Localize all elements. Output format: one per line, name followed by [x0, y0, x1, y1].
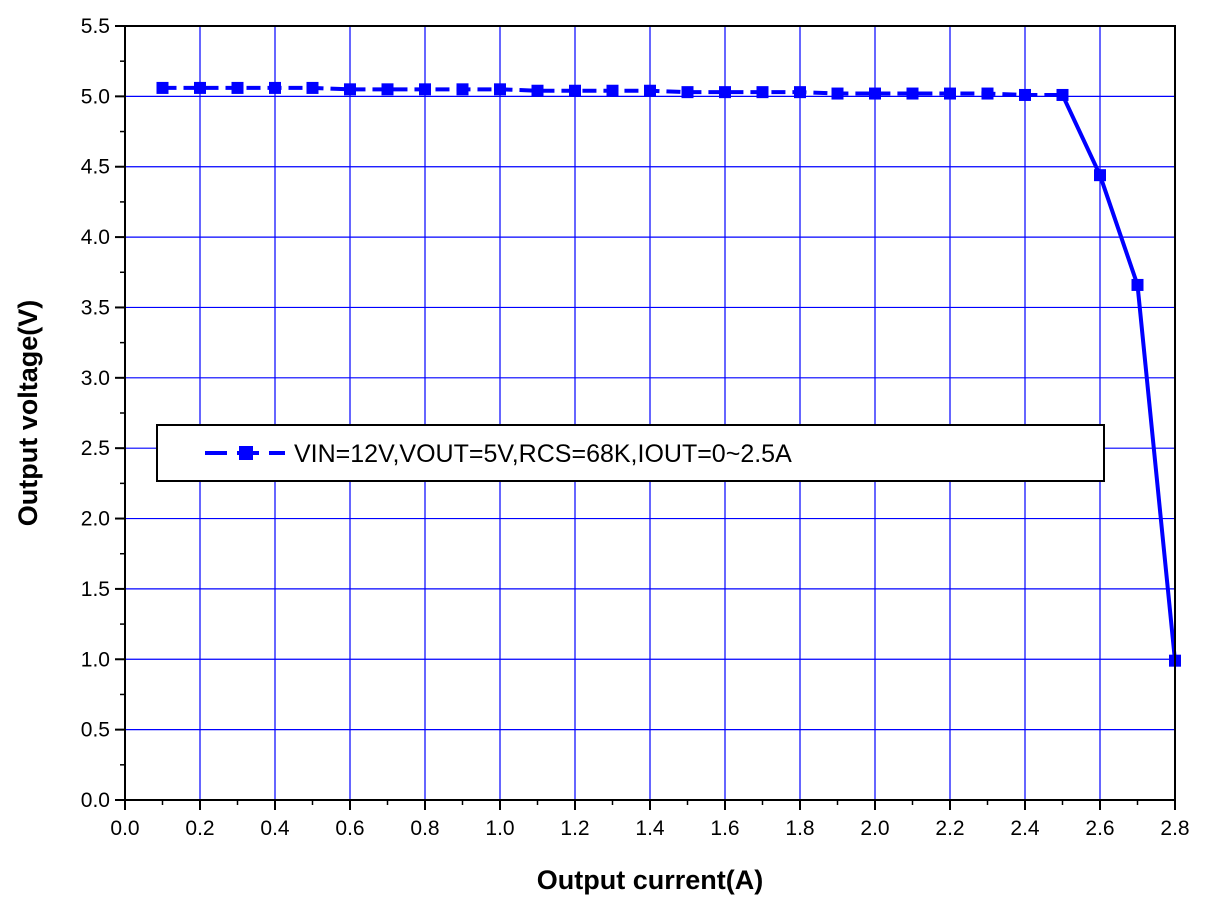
- x-tick-label: 1.4: [635, 817, 665, 840]
- x-tick-label: 0.2: [185, 817, 214, 840]
- data-point: [644, 84, 656, 97]
- data-point: [269, 81, 281, 94]
- data-point: [906, 87, 919, 100]
- x-tick-label: 2.0: [860, 817, 889, 840]
- x-tick-label: 2.2: [935, 817, 964, 840]
- x-tick-label: 0.6: [335, 817, 364, 840]
- data-point: [1019, 88, 1031, 101]
- y-tick-label: 4.5: [81, 156, 110, 179]
- x-tick-label: 0.8: [410, 817, 439, 840]
- legend-label: VIN=12V,VOUT=5V,RCS=68K,IOUT=0~2.5A: [294, 440, 792, 468]
- data-point: [306, 81, 319, 94]
- x-tick-label: 0.4: [260, 817, 290, 840]
- data-point: [1056, 88, 1069, 101]
- data-point: [869, 87, 881, 100]
- data-point: [831, 87, 844, 100]
- data-point: [981, 87, 994, 100]
- data-point: [231, 81, 244, 94]
- x-axis-title: Output current(A): [537, 865, 763, 895]
- data-point: [681, 86, 694, 99]
- plot-frame: [124, 25, 1176, 801]
- x-tick-label: 0.0: [110, 817, 139, 840]
- x-tick-label: 1.6: [710, 817, 739, 840]
- y-tick-label: 0.0: [81, 789, 110, 812]
- data-point: [531, 84, 544, 97]
- data-point: [719, 86, 731, 99]
- data-point: [156, 81, 169, 94]
- data-point: [419, 83, 431, 96]
- grid: [125, 26, 1175, 800]
- legend: VIN=12V,VOUT=5V,RCS=68K,IOUT=0~2.5A: [156, 424, 1105, 482]
- y-tick-label: 1.0: [81, 648, 110, 671]
- series-layer: [156, 81, 1181, 667]
- data-point: [381, 83, 394, 96]
- legend-marker-sample: [239, 446, 253, 460]
- x-tick-label: 1.8: [785, 817, 814, 840]
- axes: [124, 25, 1176, 801]
- y-tick-label: 3.5: [81, 296, 110, 319]
- data-point: [494, 83, 506, 96]
- series-line-falloff: [1060, 94, 1177, 661]
- y-axis-title: Output voltage(V): [13, 300, 43, 526]
- x-tick-label: 1.0: [485, 817, 514, 840]
- data-point: [1131, 278, 1144, 291]
- x-tick-label: 2.8: [1160, 817, 1189, 840]
- y-tick-label: 5.5: [81, 15, 110, 38]
- y-tick-label: 1.5: [81, 578, 110, 601]
- data-point: [944, 87, 956, 100]
- data-point: [794, 86, 806, 99]
- y-tick-label: 0.5: [81, 719, 110, 742]
- y-tick-label: 3.0: [81, 367, 110, 390]
- axis-ticks: 0.0 0.2 0.4 0.6 0.8 1.0 1.2 1.4 1.6 1.8 2.0 2.2 2.4 2…: [81, 15, 1190, 840]
- legend-box: [156, 424, 1105, 482]
- x-tick-label: 2.4: [1010, 817, 1040, 840]
- y-tick-label: 2.5: [81, 437, 110, 460]
- data-point: [606, 84, 619, 97]
- x-tick-label: 2.6: [1085, 817, 1114, 840]
- y-tick-label: 4.0: [81, 226, 110, 249]
- x-tick-label: 1.2: [560, 817, 589, 840]
- y-tick-label: 2.0: [81, 508, 110, 531]
- y-tick-label: 5.0: [81, 85, 110, 108]
- data-point: [344, 83, 356, 96]
- data-point: [569, 84, 581, 97]
- data-point: [194, 81, 206, 94]
- data-point: [756, 86, 769, 99]
- data-point: [1094, 169, 1106, 182]
- data-point: [456, 83, 469, 96]
